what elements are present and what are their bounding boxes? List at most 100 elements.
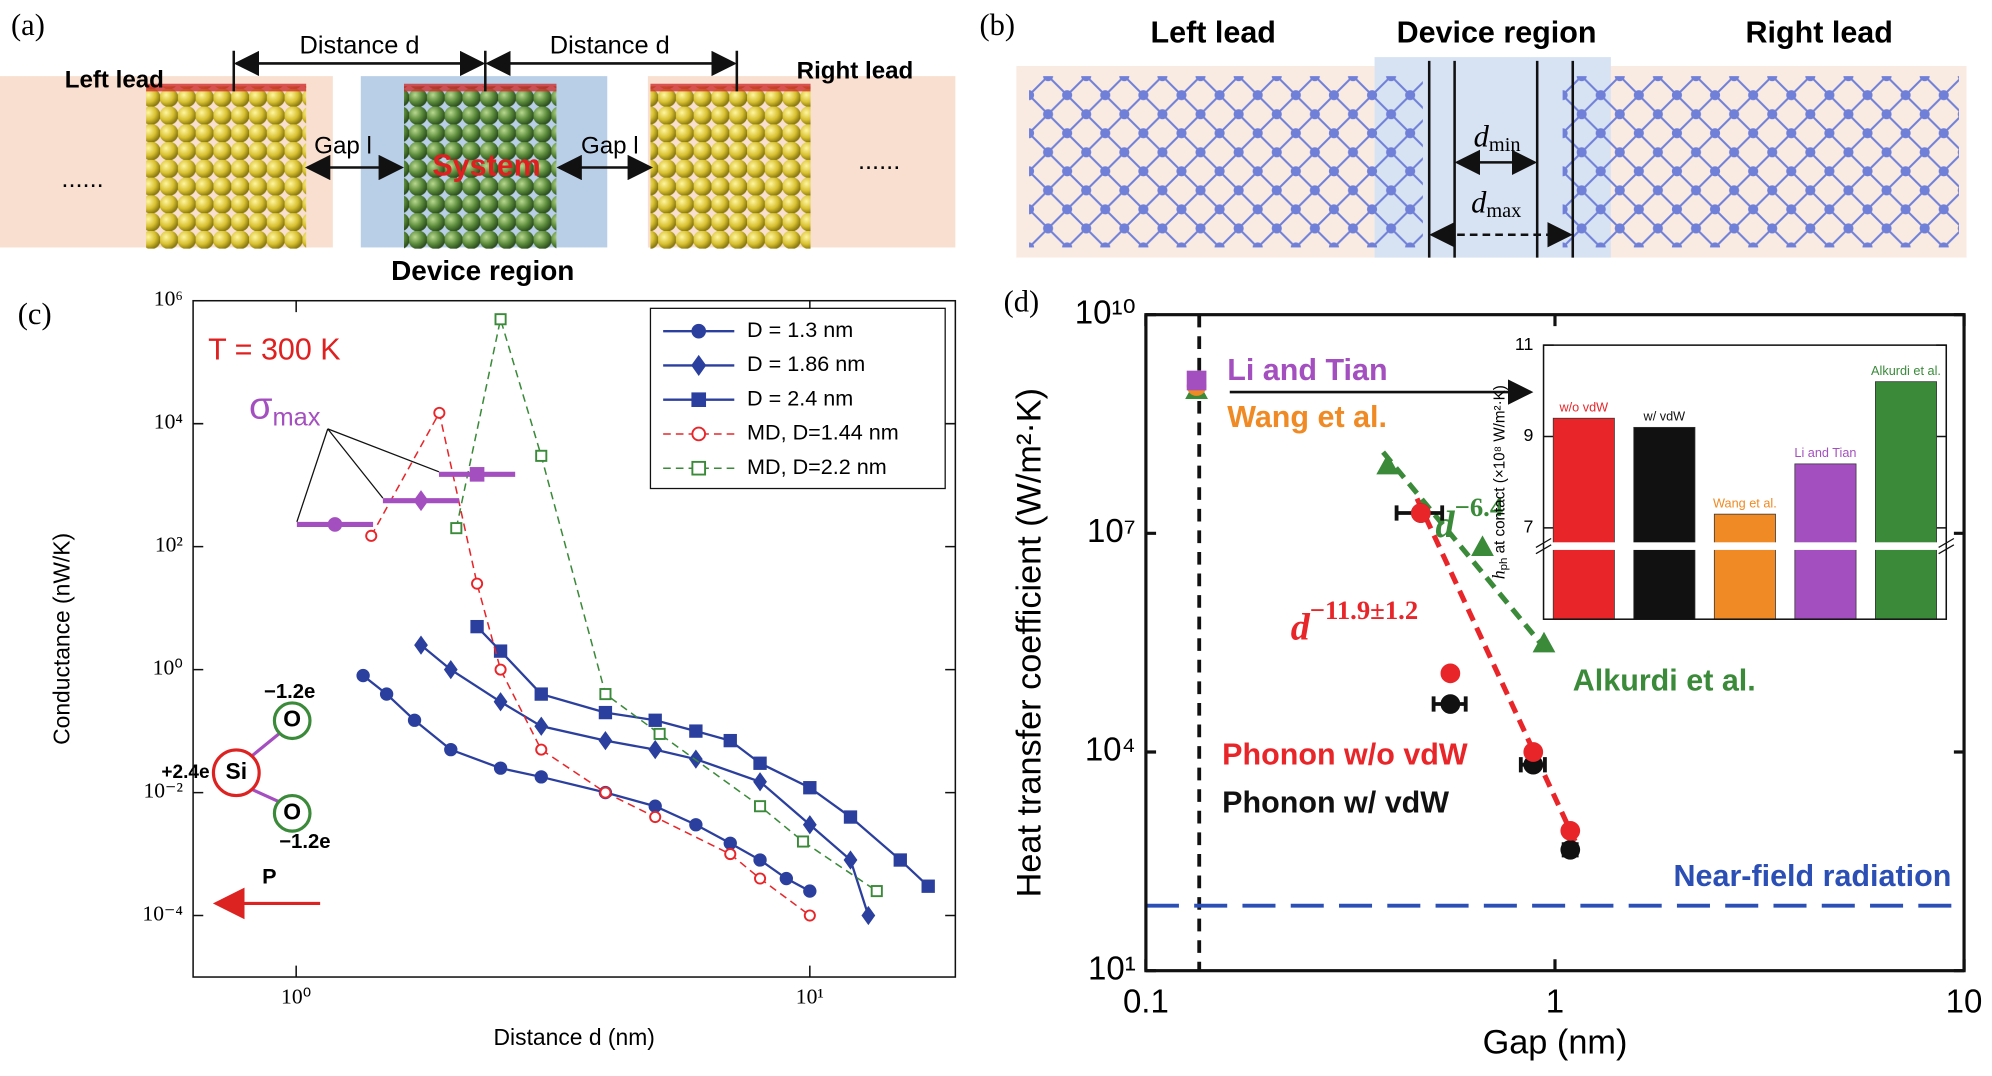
marker [653,727,666,740]
marker [1440,694,1461,714]
marker [444,742,458,757]
marker [1523,742,1544,762]
marker [493,761,508,775]
y-tick-label: 7 [1523,517,1533,537]
fit-label: d−11.9±1.2 [1291,595,1418,648]
ellipsis: ...... [61,165,103,193]
right-lattice [1562,76,1959,248]
bar-category: w/ vdW [1643,410,1686,424]
marker [724,848,737,861]
marker [691,460,707,476]
series-label: Wang et al. [1227,400,1387,434]
marker [598,705,613,720]
plot-frame [192,299,957,978]
right-cube [650,86,811,249]
y-label-text: at contact (×10⁸ W/m²·K) [1491,385,1508,558]
bar [1633,426,1696,620]
marker [691,323,707,339]
plot-frame [1542,344,1948,620]
marker [648,739,663,760]
y-tick-label: 10⁰ [153,656,184,680]
y-tick-label: 10⁴ [1085,731,1136,768]
x-tick-label: 10⁰ [281,985,312,1009]
marker [796,835,810,848]
device-region: Device region [391,255,574,286]
marker [414,635,428,655]
y-tick-label: 10⁴ [154,410,183,434]
region-lines [1427,60,1575,258]
marker [534,716,549,736]
bar-category: Li and Tian [1794,446,1856,460]
marker [803,909,816,922]
y-tick-label: 10⁻² [143,779,182,803]
distance-label: Distance d [300,32,420,60]
marker [802,815,817,835]
panel-label: (b) [979,8,1015,42]
left-lattice [1029,76,1423,248]
marker [843,850,858,870]
molecule-label: P [262,864,276,889]
pointer [327,428,440,473]
marker [803,781,817,795]
marker [599,786,612,799]
x-tick-label: 10 [1946,982,1983,1019]
sigma-subscript: max [273,403,321,431]
series-line [455,319,878,892]
legend-label: D = 2.4 nm [747,385,853,410]
panel-label: (a) [11,8,45,42]
series-line [370,410,811,917]
marker [1560,839,1581,860]
marker [1532,631,1556,653]
marker [689,724,703,738]
edge [403,83,557,92]
marker [407,713,422,727]
marker [493,644,508,658]
left-lead: Left lead [65,67,164,94]
marker [470,619,484,634]
fit-exponent: −11.9±1.2 [1310,595,1418,625]
d-symbol: d [1471,186,1487,220]
y-axis-label: Heat transfer coefficient (W/m²·K) [1011,388,1049,897]
y-tick-label: 10¹⁰ [1075,293,1136,330]
x-tick-label: 1 [1546,982,1564,1019]
d-subscript: min [1489,134,1521,156]
molecule-label: +2.4e [161,762,209,783]
marker [779,871,793,886]
marker [535,743,548,756]
molecule-label: Si [225,758,247,784]
marker [494,313,507,326]
x-tick-label: 10¹ [796,985,824,1009]
marker [754,872,767,885]
reference-label: Near-field radiation [1674,859,1952,893]
marker [494,663,507,676]
bar [1552,417,1615,620]
marker [753,853,767,867]
y-label-subscript: ph [1498,558,1510,571]
marker [689,818,703,832]
series-line [420,644,870,916]
series-label: Phonon w/o vdW [1222,737,1468,771]
device-region: Device region [1397,15,1597,49]
marker [691,392,707,407]
panel-b: (b) Left lead Device region Right lead d… [979,8,1967,258]
y-tick-label: 9 [1523,425,1533,445]
marker [870,885,883,898]
y-axis-label: hph at contact (×10⁸ W/m²·K) [1488,385,1510,579]
bar-category: Wang et al. [1713,496,1777,510]
marker [450,522,463,535]
x-tick-label: 0.1 [1123,982,1169,1019]
marker [691,426,707,442]
marker [691,354,707,376]
marker [599,688,612,701]
marker [1471,535,1494,557]
left-lead: Left lead [1151,15,1276,49]
marker [534,687,548,701]
left-cube [146,86,307,249]
marker [861,905,876,926]
marker [598,730,613,751]
marker [1186,370,1207,391]
fit-symbol: d [1291,606,1311,648]
molecule-label: O [283,798,301,824]
